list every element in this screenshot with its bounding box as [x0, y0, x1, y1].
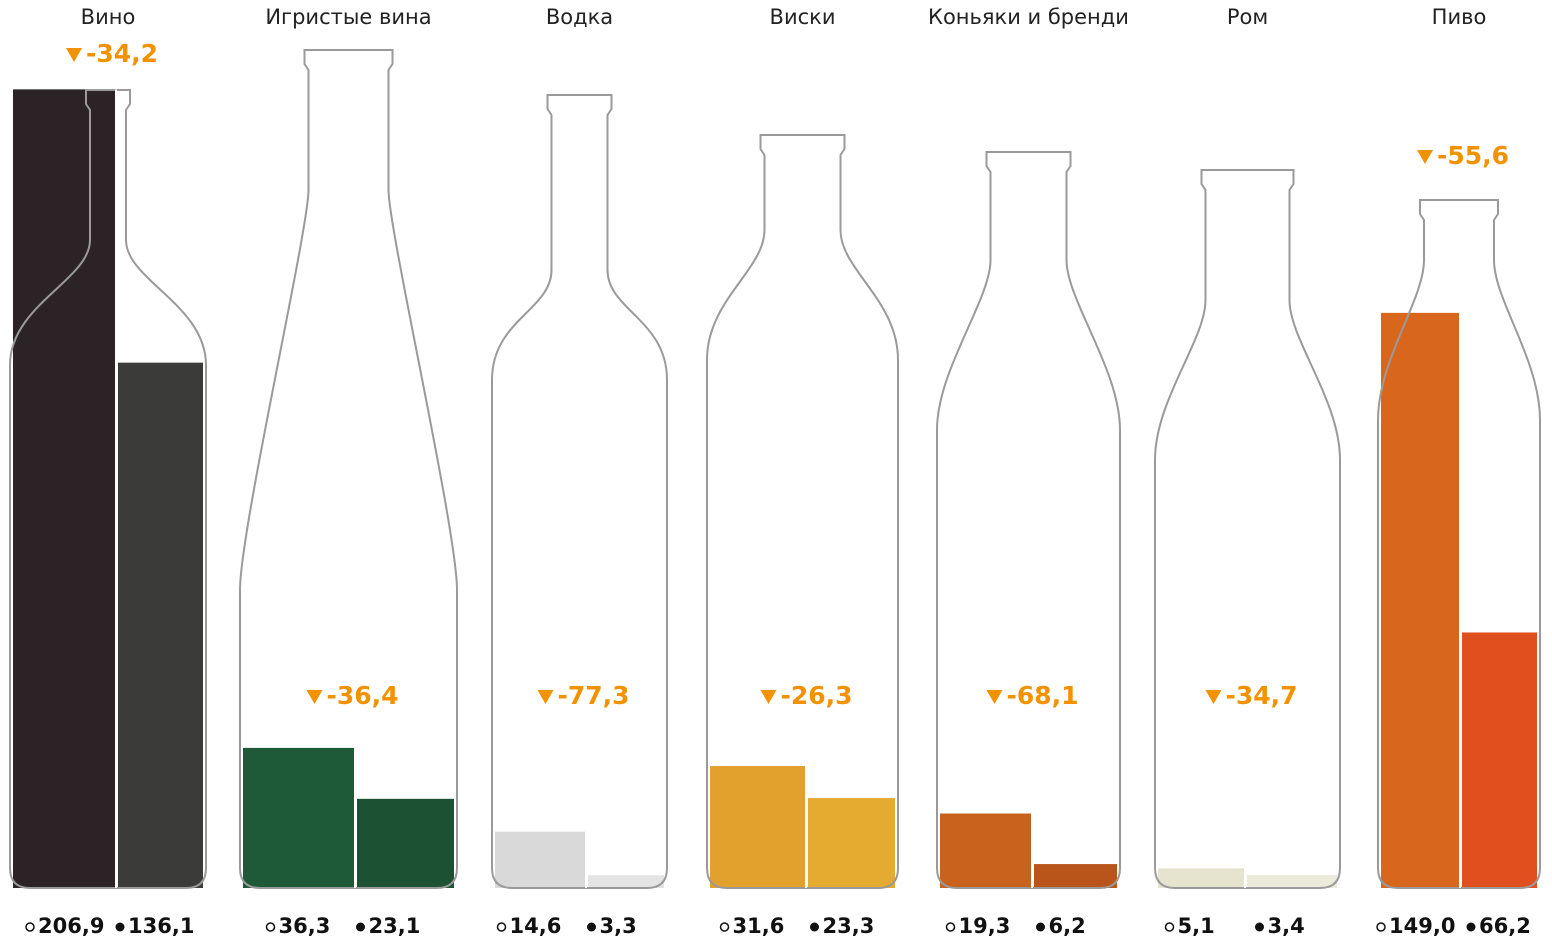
category-label: Ром: [1227, 5, 1268, 29]
category-label: Коньяки и бренди: [928, 5, 1129, 29]
value-label: 5,1: [1178, 914, 1215, 938]
legend-filled: [356, 922, 365, 932]
bar: [1158, 868, 1244, 888]
value-label: 23,1: [369, 914, 421, 938]
change-marker: [537, 690, 554, 704]
value-label: 36,3: [279, 914, 331, 938]
bar: [588, 875, 664, 888]
bar: [357, 798, 454, 888]
bar: [1034, 864, 1117, 888]
legend-open: [25, 922, 35, 932]
change-label: -34,7: [1226, 681, 1298, 710]
legend-open: [719, 922, 730, 932]
bar: [243, 747, 354, 888]
legend-open: [265, 922, 276, 932]
bar: [118, 362, 203, 888]
bottle-outline: [239, 49, 458, 889]
value-label: 66,2: [1479, 914, 1531, 938]
legend-filled: [587, 922, 596, 932]
change-label: -68,1: [1007, 681, 1079, 710]
bar: [710, 766, 805, 888]
change-marker: [66, 48, 82, 62]
legend-filled: [115, 922, 125, 932]
change-label: -77,3: [558, 681, 630, 710]
value-label: 3,4: [1268, 914, 1305, 938]
legend-open: [1164, 922, 1175, 932]
value-label: 14,6: [510, 914, 562, 938]
change-label: -34,2: [86, 39, 158, 68]
legend-open: [1376, 922, 1386, 932]
legend-open: [945, 922, 956, 932]
legend-filled: [1255, 922, 1264, 932]
value-label: 206,9: [38, 914, 104, 938]
bottle-outline: [1377, 199, 1541, 889]
value-label: 149,0: [1389, 914, 1455, 938]
bottle-outline: [9, 89, 207, 889]
category-label: Пиво: [1432, 5, 1487, 29]
bar: [1247, 874, 1337, 888]
legend-filled: [1036, 922, 1045, 932]
value-label: 19,3: [959, 914, 1011, 938]
change-marker: [1417, 150, 1433, 164]
value-label: 23,3: [823, 914, 875, 938]
category-label: Водка: [546, 5, 613, 29]
bar: [808, 798, 895, 888]
category-label: Вино: [81, 5, 136, 29]
legend-filled: [1466, 922, 1476, 932]
bottle-outline: [936, 151, 1121, 889]
change-marker: [986, 690, 1003, 704]
value-label: 31,6: [733, 914, 785, 938]
change-marker: [1205, 690, 1222, 704]
bar: [940, 813, 1031, 888]
bar: [1381, 312, 1459, 888]
bar: [13, 89, 115, 889]
category-label: Игристые вина: [265, 5, 431, 29]
change-marker: [760, 690, 777, 704]
bar: [495, 831, 585, 888]
change-label: -36,4: [327, 681, 399, 710]
legend-filled: [810, 922, 819, 932]
change-label: -26,3: [781, 681, 853, 710]
bottle-outline: [706, 134, 899, 889]
bottle-outline: [491, 94, 668, 889]
change-marker: [306, 690, 323, 704]
value-label: 6,2: [1049, 914, 1086, 938]
value-label: 136,1: [128, 914, 194, 938]
change-label: -55,6: [1437, 141, 1509, 170]
value-label: 3,3: [600, 914, 637, 938]
legend-open: [496, 922, 507, 932]
bottle-outline: [1154, 169, 1341, 889]
category-label: Виски: [770, 5, 836, 29]
bar: [1462, 632, 1537, 888]
